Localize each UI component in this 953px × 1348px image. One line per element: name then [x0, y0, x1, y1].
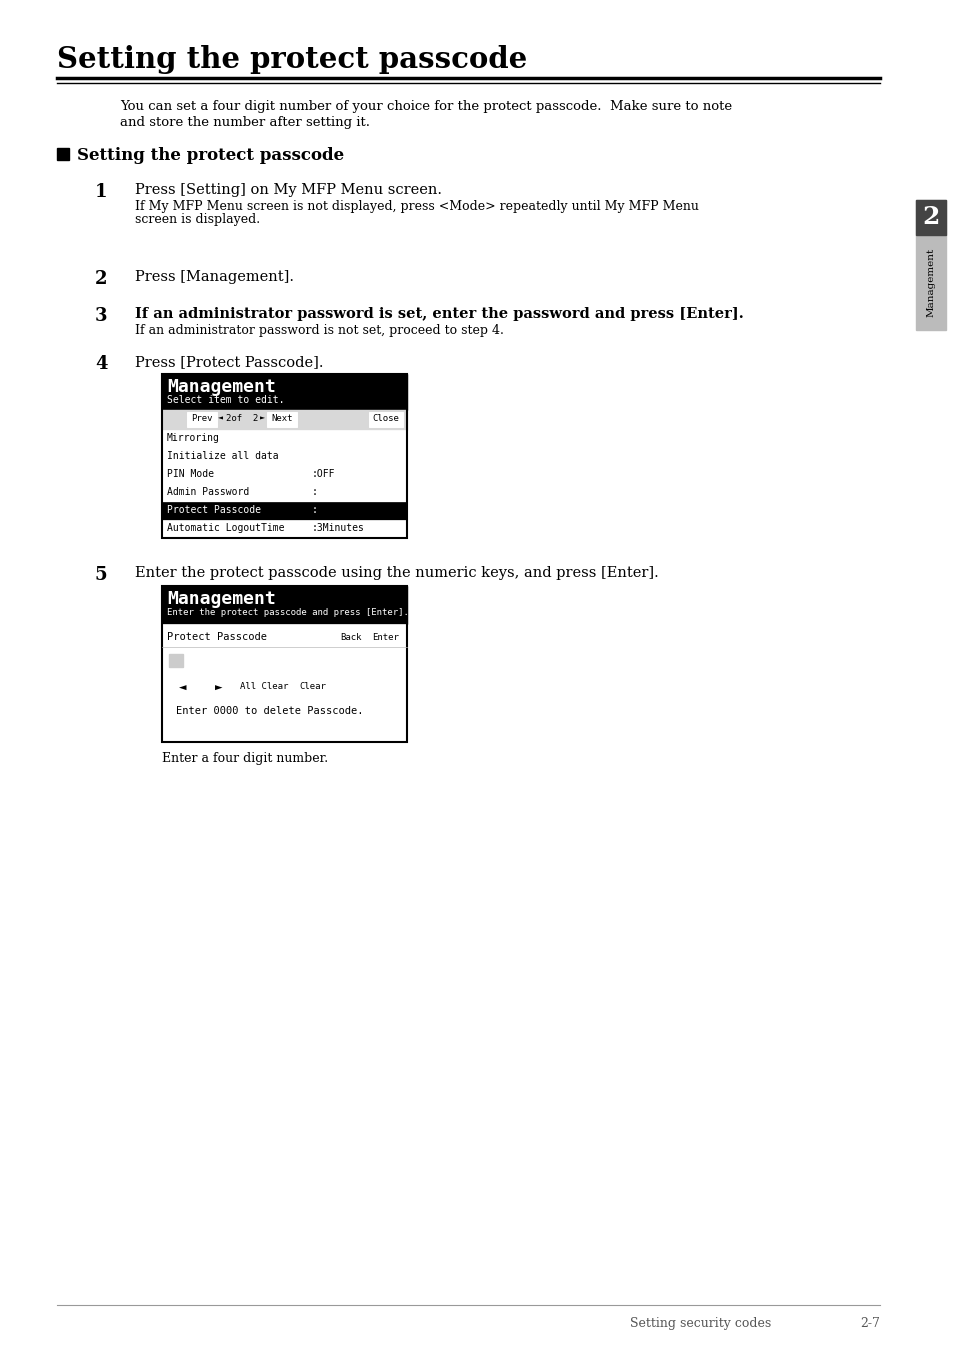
Text: 3: 3 — [95, 307, 108, 325]
Text: Clear: Clear — [299, 682, 326, 692]
Text: screen is displayed.: screen is displayed. — [135, 213, 260, 226]
Text: 5: 5 — [95, 566, 108, 584]
Text: Setting the protect passcode: Setting the protect passcode — [77, 147, 344, 164]
Text: Select item to edit.: Select item to edit. — [167, 395, 284, 404]
Text: You can set a four digit number of your choice for the protect passcode.  Make s: You can set a four digit number of your … — [120, 100, 731, 113]
Bar — [239, 677, 289, 696]
Text: ◄: ◄ — [179, 682, 187, 696]
Bar — [162, 466, 407, 484]
Bar — [162, 520, 407, 538]
Text: ►: ► — [215, 682, 222, 696]
Text: If My MFP Menu screen is not displayed, press <Mode> repeatedly until My MFP Men: If My MFP Menu screen is not displayed, … — [135, 200, 699, 213]
Bar — [293, 677, 333, 696]
Text: Initialize all data: Initialize all data — [167, 452, 278, 461]
Text: 2: 2 — [95, 270, 108, 288]
Bar — [162, 484, 407, 501]
Text: Enter the protect passcode using the numeric keys, and press [Enter].: Enter the protect passcode using the num… — [135, 566, 659, 580]
Text: Enter: Enter — [373, 634, 399, 642]
Text: If an administrator password is set, enter the password and press [Enter].: If an administrator password is set, ent… — [135, 307, 743, 321]
Text: 2-7: 2-7 — [859, 1317, 879, 1330]
Bar — [167, 652, 209, 669]
Text: 4: 4 — [95, 355, 108, 373]
Text: and store the number after setting it.: and store the number after setting it. — [120, 116, 370, 129]
Text: Prev: Prev — [191, 414, 213, 423]
Text: ◄: ◄ — [217, 414, 222, 423]
Bar — [162, 624, 407, 741]
Text: Close: Close — [373, 414, 399, 423]
Bar — [57, 148, 69, 160]
Text: Press [Setting] on My MFP Menu screen.: Press [Setting] on My MFP Menu screen. — [135, 183, 441, 197]
Text: Press [Protect Passcode].: Press [Protect Passcode]. — [135, 355, 323, 369]
Bar — [915, 200, 945, 235]
Text: Enter a four digit number.: Enter a four digit number. — [162, 752, 328, 766]
Text: 2: 2 — [922, 205, 939, 229]
Text: Setting security codes: Setting security codes — [629, 1317, 770, 1330]
Bar — [167, 677, 199, 696]
Bar — [369, 412, 402, 427]
Text: Protect Passcode: Protect Passcode — [167, 506, 261, 515]
Bar — [187, 412, 216, 427]
Bar — [162, 586, 407, 741]
Bar — [162, 448, 407, 466]
Text: Management: Management — [167, 377, 275, 396]
Bar — [335, 630, 367, 644]
Text: ►: ► — [259, 414, 264, 423]
Text: Enter 0000 to delete Passcode.: Enter 0000 to delete Passcode. — [175, 706, 363, 716]
Text: 1: 1 — [95, 183, 108, 201]
Bar — [369, 630, 402, 644]
Text: Protect Passcode: Protect Passcode — [167, 632, 267, 642]
Text: :: : — [312, 506, 317, 515]
Bar — [203, 677, 234, 696]
Bar — [267, 412, 296, 427]
Text: All Clear: All Clear — [239, 682, 288, 692]
Bar — [162, 501, 407, 520]
Text: Management: Management — [925, 248, 935, 317]
Text: 2of  2: 2of 2 — [226, 414, 258, 423]
Bar — [915, 200, 945, 330]
Text: Enter the protect passcode and press [Enter].: Enter the protect passcode and press [En… — [167, 608, 409, 617]
Text: If an administrator password is not set, proceed to step 4.: If an administrator password is not set,… — [135, 324, 503, 337]
Text: Management: Management — [167, 590, 275, 608]
Bar — [162, 410, 407, 430]
Text: Setting the protect passcode: Setting the protect passcode — [57, 44, 527, 74]
Text: :3Minutes: :3Minutes — [312, 523, 364, 532]
Text: Mirroring: Mirroring — [167, 433, 219, 443]
Bar — [169, 654, 183, 667]
Bar — [162, 373, 407, 538]
Bar — [162, 586, 407, 624]
Text: Automatic LogoutTime: Automatic LogoutTime — [167, 523, 284, 532]
Text: Next: Next — [271, 414, 293, 423]
Text: PIN Mode: PIN Mode — [167, 469, 213, 479]
Bar — [162, 430, 407, 448]
Bar — [162, 373, 407, 410]
Text: Press [Management].: Press [Management]. — [135, 270, 294, 284]
Text: :: : — [312, 487, 317, 497]
Text: Admin Password: Admin Password — [167, 487, 249, 497]
Text: :OFF: :OFF — [312, 469, 335, 479]
Text: Back: Back — [340, 634, 361, 642]
